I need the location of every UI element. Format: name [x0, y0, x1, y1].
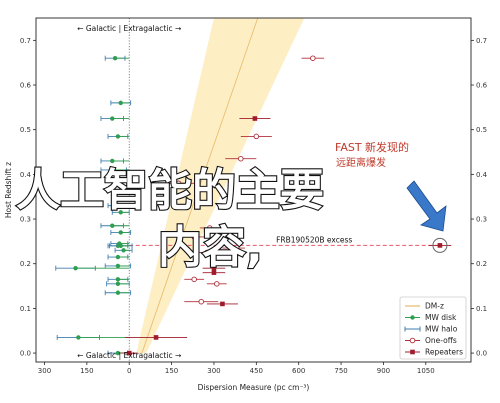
plot-frame [35, 17, 472, 363]
frb190520b-highlight-circle [432, 237, 448, 253]
one-off-point [175, 180, 182, 187]
one-off-point [230, 245, 237, 251]
arrow-shape [406, 180, 447, 232]
mw-disk-point [118, 100, 123, 106]
x-axis-label: Dispersion Measure (pc cm⁻³) [198, 383, 310, 392]
y-tick-label-right: 0.5 [476, 126, 487, 134]
mw-disk-point [118, 230, 123, 235]
one-off-point [204, 249, 210, 256]
ticks-layer: 300 150 0 150 300 450 600 750 900 1050 0.0 0.0 0.1 0.… [20, 37, 488, 375]
legend-label: Repeaters [425, 348, 463, 357]
fast-discovery-label: FAST 新发现的 [335, 140, 409, 154]
dmz-line [141, 17, 259, 354]
y-tick-label-right: 0.0 [476, 350, 487, 358]
x-tick-label: 300 [38, 367, 51, 375]
y-tick-label-right: 0.2 [476, 260, 487, 268]
repeater-point [220, 301, 225, 307]
frb190520b-point [437, 243, 443, 248]
legend-label: MW disk [425, 313, 457, 322]
y-tick-label-left: 0.6 [20, 82, 32, 90]
top-annotation: ← Galactic | Extragalactic → [77, 24, 181, 33]
y-tick-label-right: 0.3 [476, 216, 487, 224]
repeater-point [211, 270, 217, 275]
overlay-caption-line-2: 内容, [158, 222, 263, 273]
x-tick-label: 1050 [417, 367, 435, 375]
x-tick-label: 0 [127, 367, 131, 375]
one-off-point [310, 55, 316, 61]
one-off-point [191, 234, 197, 240]
bottom-annotation: ← Galactic | Extragalactic → [77, 351, 181, 360]
mw-disk-point [110, 223, 115, 228]
one-off-point [206, 225, 213, 231]
repeater-point [211, 265, 217, 271]
mw-disk-point [115, 281, 121, 287]
mw-disk-point [76, 335, 81, 340]
y-tick-label-left: 0.1 [20, 305, 31, 313]
mw-disk-point [115, 134, 121, 139]
mw-disk-point [111, 167, 116, 173]
one-off-point [214, 281, 220, 287]
data-layer [55, 55, 452, 356]
mw-disk-point [110, 116, 115, 121]
mw-disk-point [115, 263, 121, 269]
repeater-point [126, 350, 132, 356]
repeater-point [252, 116, 258, 121]
mw-disk-point [110, 158, 115, 164]
pointer-arrow [406, 180, 447, 232]
mw-disk-point [121, 248, 126, 253]
x-tick-label: 750 [334, 367, 347, 375]
x-tick-label: 900 [377, 367, 390, 375]
legend-label: One-offs [425, 336, 457, 345]
y-tick-label-left: 0.4 [20, 171, 32, 179]
x-tick-label: 150 [165, 367, 178, 375]
mw-disk-point [112, 56, 118, 61]
mw-disk-point [115, 350, 121, 356]
y-tick-label-right: 0.6 [476, 82, 488, 90]
y-tick-label-right: 0.1 [476, 305, 487, 313]
y-tick-label-left: 0.3 [20, 216, 31, 224]
mw-disk-point [119, 190, 125, 195]
mw-disk-point [73, 265, 78, 271]
mw-disk-point [115, 277, 121, 282]
one-off-point [238, 155, 244, 162]
y-tick-label-left: 0.7 [20, 37, 31, 45]
x-tick-label: 600 [292, 367, 305, 375]
y-tick-label-left: 0.5 [20, 126, 31, 134]
one-off-point [198, 298, 204, 305]
legend-marker-one-offs [409, 337, 416, 344]
mw-disk-point [118, 210, 123, 215]
overlay-caption-line-1: 人工智能的主要 [16, 165, 324, 216]
dmz-band-layer [136, 17, 305, 354]
repeater-point [153, 335, 159, 340]
legend-label: MW halo [425, 325, 458, 334]
one-off-point [191, 276, 197, 283]
mw-disk-point [115, 290, 121, 295]
mw-disk-point [115, 254, 121, 260]
x-tick-label: 450 [250, 367, 263, 375]
y-tick-label-left: 0.0 [20, 350, 31, 358]
legend-label: DM-z [425, 302, 444, 311]
mw-disk-point [115, 203, 121, 208]
x-tick-label: 300 [207, 367, 220, 375]
fast-discovery-label-2: 远距离爆发 [336, 156, 386, 169]
y-tick-label-right: 0.4 [476, 171, 488, 179]
legend-marker-mw-disk [410, 315, 415, 320]
frb190520b-label: FRB190520B excess [276, 235, 352, 244]
y-tick-label-left: 0.2 [20, 260, 31, 268]
dmz-band [136, 18, 305, 354]
legend-marker-repeaters [410, 349, 415, 355]
y-tick-label-right: 0.7 [476, 37, 487, 45]
legend: DM-z MW disk MW halo One-offs Repeaters [399, 296, 467, 360]
mw-disk-point [118, 243, 123, 249]
y-axis-label: Host Redshift z [4, 162, 13, 218]
legend-box [399, 296, 467, 360]
one-off-point [253, 133, 260, 140]
x-tick-label: 150 [80, 367, 93, 375]
